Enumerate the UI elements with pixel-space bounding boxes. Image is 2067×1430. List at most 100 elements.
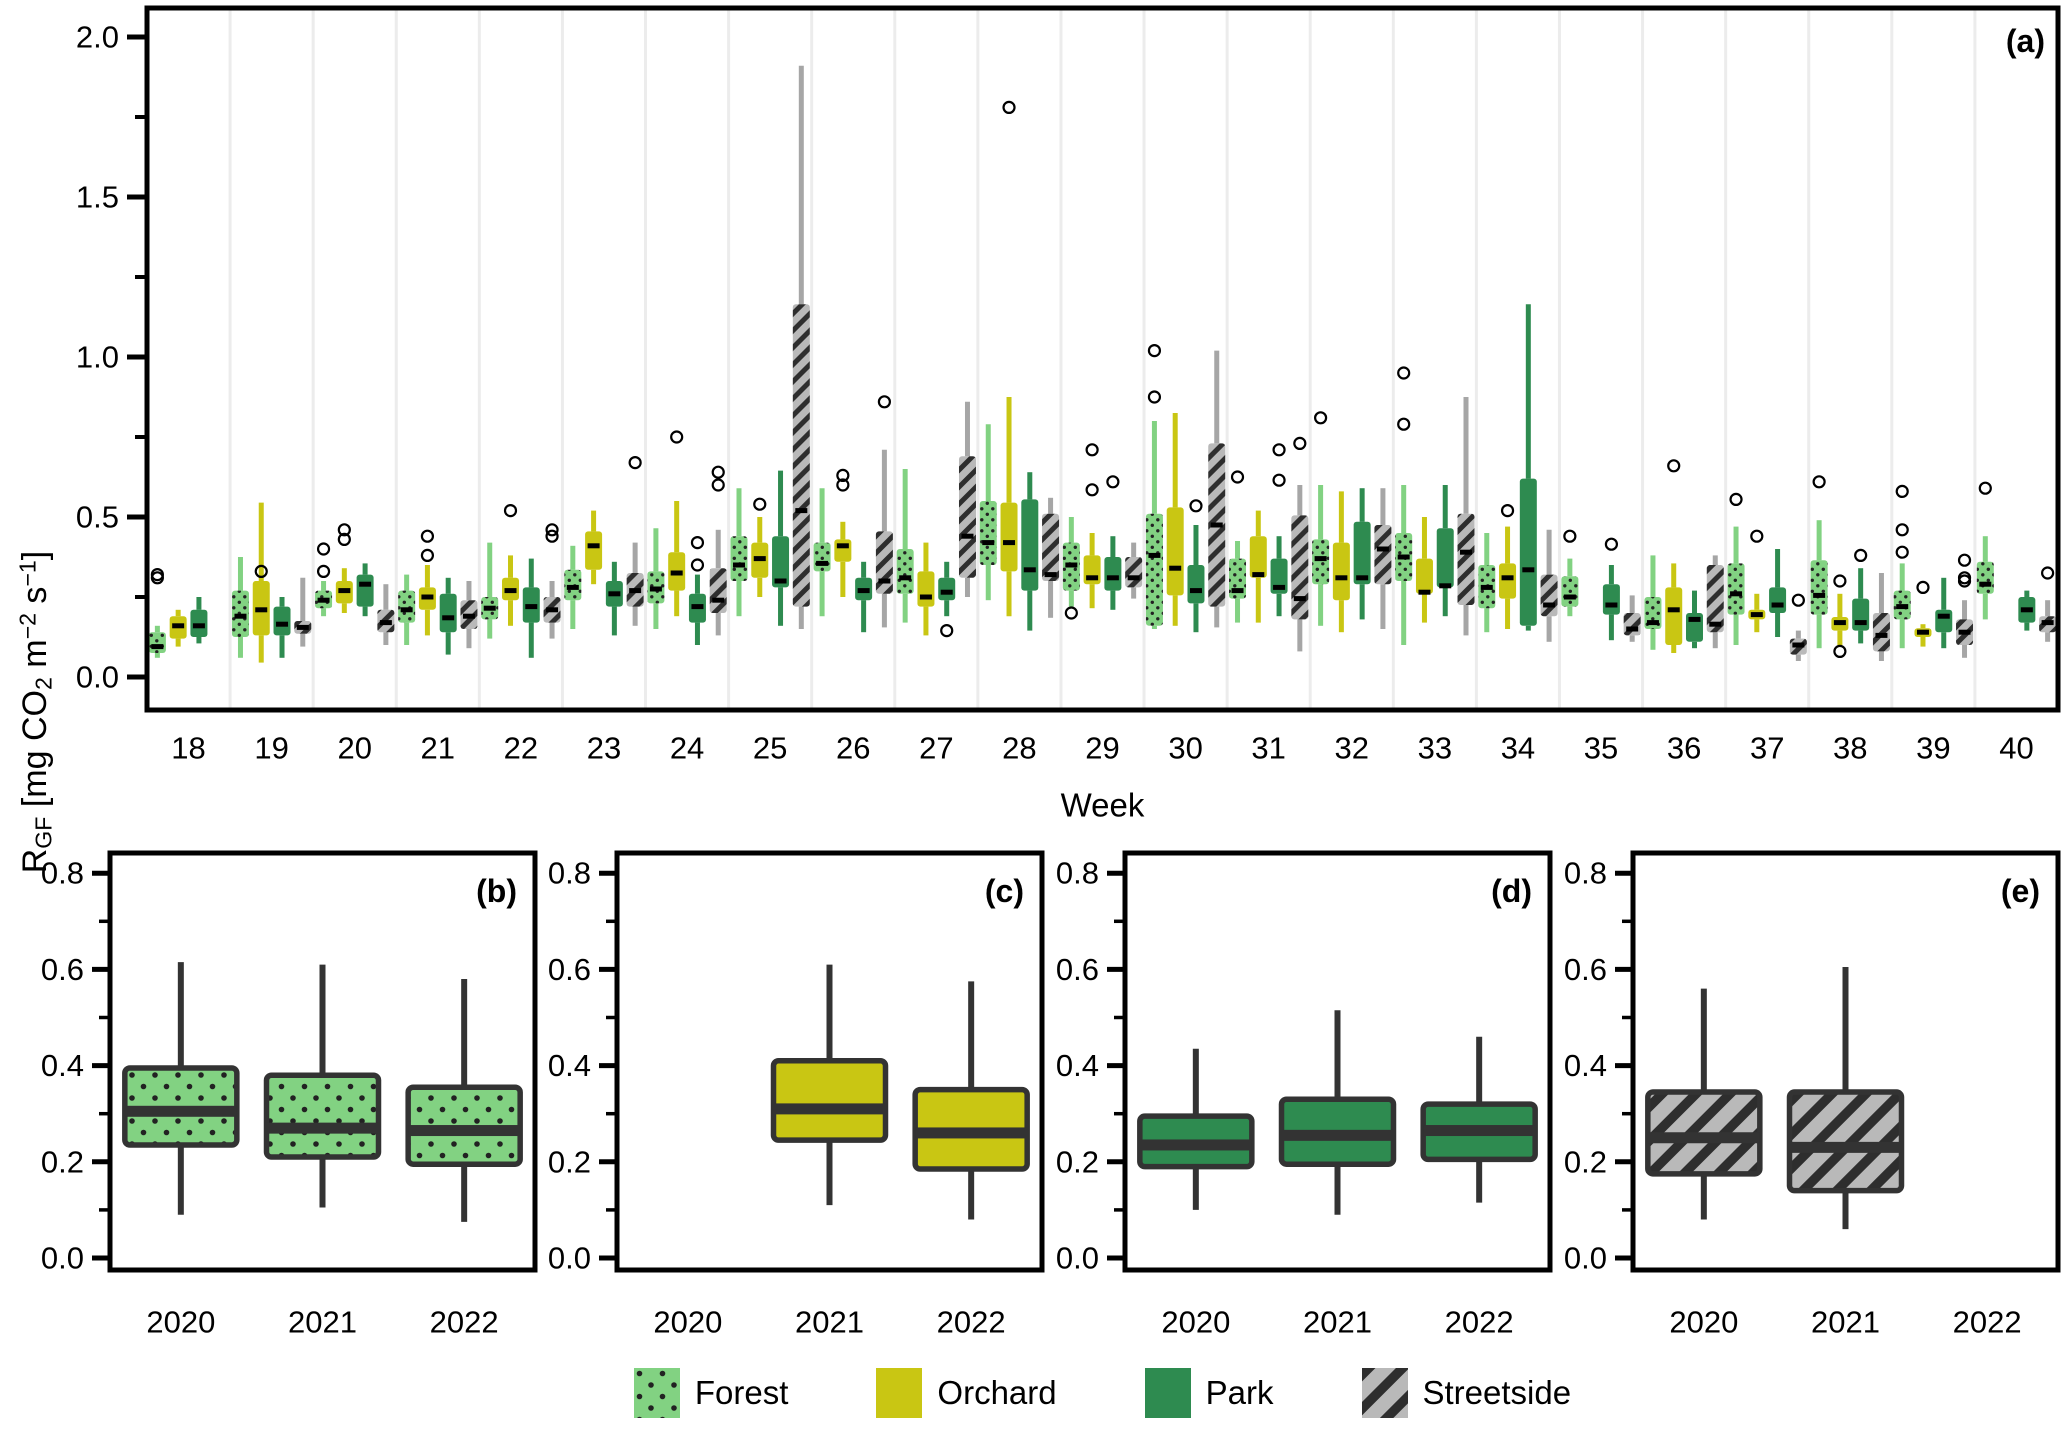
x-category-label: 18 [171, 731, 205, 766]
box [917, 571, 935, 607]
y-tick-label: 0.4 [41, 1048, 84, 1083]
x-category-label: 36 [1667, 731, 1701, 766]
box [1872, 613, 1890, 652]
median-line [1979, 581, 1992, 587]
y-tick-label: 0.4 [1564, 1048, 1607, 1083]
outlier-point [836, 468, 850, 482]
median-line [234, 613, 247, 619]
box [834, 539, 852, 562]
median-line [1605, 602, 1618, 608]
outlier-point [1397, 417, 1411, 431]
median-line [2041, 620, 2054, 626]
median-line [483, 605, 496, 611]
median-line [1937, 613, 1950, 619]
outlier-point [690, 535, 705, 550]
x-category-label: 32 [1335, 731, 1369, 766]
median-line [1896, 604, 1909, 610]
median-line [857, 588, 870, 594]
panel-border [614, 850, 1045, 1273]
x-category-label: 33 [1418, 731, 1452, 766]
outlier-point [1147, 344, 1162, 358]
box [979, 501, 997, 565]
median-line [773, 1103, 886, 1115]
box [1786, 1089, 1905, 1194]
y-tick-label: 0.2 [41, 1144, 84, 1179]
y-tick-label: 0.0 [1564, 1241, 1607, 1276]
outlier-point [1750, 529, 1764, 543]
outlier-point [1895, 545, 1909, 559]
outlier-point [690, 558, 705, 572]
box [709, 568, 727, 613]
y-tick-label: 0.8 [41, 856, 84, 891]
x-category-label: 29 [1085, 731, 1119, 766]
x-category-label: 2020 [1669, 1305, 1738, 1340]
median-line [1376, 546, 1389, 552]
median-line [379, 620, 392, 626]
y-tick-label: 0.2 [548, 1144, 591, 1179]
median-line [504, 588, 517, 594]
median-line [1958, 629, 1971, 635]
box [772, 536, 790, 588]
median-line [774, 578, 787, 584]
outlier-point [316, 564, 331, 579]
median-line [1667, 607, 1680, 613]
median-line [1709, 621, 1722, 627]
median-line [1750, 612, 1763, 618]
box [1374, 525, 1392, 585]
legend-item-orchard: Orchard [876, 1368, 1057, 1418]
median-line [961, 533, 974, 539]
median-line [1626, 626, 1639, 632]
outlier-point [1563, 529, 1577, 543]
median-line [359, 581, 372, 587]
orchard-swatch [876, 1368, 923, 1418]
outlier-point [1272, 473, 1286, 487]
legend-label: Park [1205, 1374, 1274, 1411]
x-category-label: 24 [670, 731, 704, 766]
y-tick-label: 0.5 [76, 500, 119, 535]
median-line [2020, 607, 2033, 613]
median-line [266, 1122, 379, 1134]
x-category-label: 2020 [146, 1305, 215, 1340]
box [938, 577, 956, 601]
outlier-point [1812, 475, 1826, 489]
x-category-label: 37 [1750, 731, 1784, 766]
x-category-label: 23 [587, 731, 621, 766]
streetside-swatch-icon [1361, 1368, 1408, 1418]
median-line [1418, 589, 1431, 595]
outlier-point [1064, 606, 1078, 620]
y-tick-label: 0.4 [1056, 1048, 1099, 1083]
y-tick-label: 0.0 [548, 1241, 591, 1276]
median-line [566, 584, 579, 590]
y-tick-label: 0.0 [1056, 1241, 1099, 1276]
median-line [878, 578, 891, 584]
median-line [899, 575, 912, 581]
outlier-point [1002, 100, 1016, 115]
outlier-point [940, 623, 954, 638]
outlier-point [316, 542, 331, 556]
median-line [919, 594, 932, 600]
x-category-label: 28 [1002, 731, 1036, 766]
box [896, 549, 914, 594]
legend-label: Forest [694, 1374, 789, 1411]
y-axis-label: RGF [mg CO2 m−2 s−1] [14, 550, 57, 874]
median-line [1875, 632, 1888, 638]
median-line [1833, 620, 1846, 626]
box [1561, 576, 1579, 607]
median-line [1189, 588, 1202, 594]
x-category-label: 25 [753, 731, 787, 766]
outlier-point [1833, 644, 1847, 659]
x-category-label: 38 [1833, 731, 1867, 766]
box [1436, 528, 1454, 588]
y-tick-label: 0.6 [1056, 952, 1099, 987]
median-line [1293, 596, 1306, 602]
box [585, 531, 603, 570]
median-line [192, 623, 205, 629]
box [1540, 574, 1558, 617]
median-line [1044, 572, 1057, 578]
y-tick-label: 0.2 [1056, 1144, 1099, 1179]
outlier-point [711, 478, 725, 492]
outlier-point [420, 548, 435, 563]
median-line [1730, 591, 1743, 597]
outlier-point [753, 497, 767, 511]
median-line [1210, 522, 1223, 528]
